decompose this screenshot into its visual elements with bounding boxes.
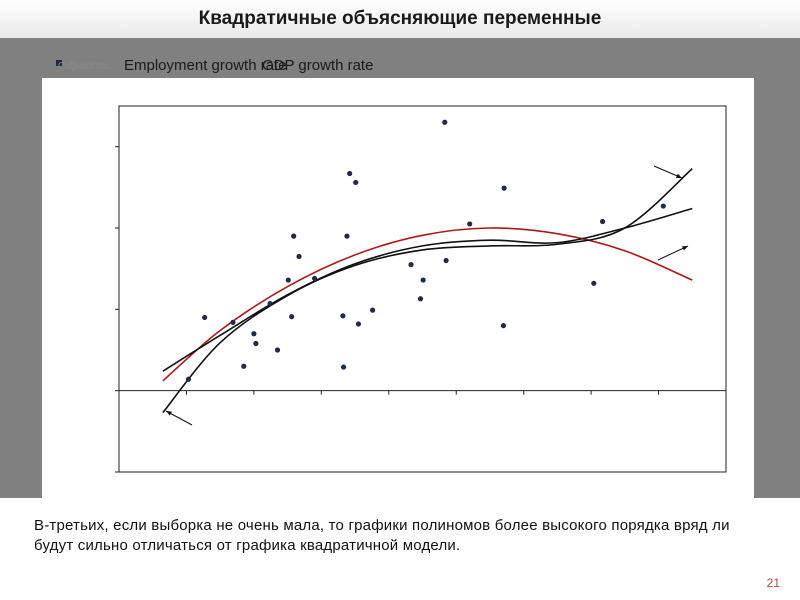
data-point: [289, 314, 295, 320]
data-point: [500, 323, 507, 329]
data-point: [253, 340, 259, 347]
page-number: 21: [766, 576, 780, 590]
data-point: [443, 257, 449, 264]
data-point: [344, 233, 350, 239]
data-point: [274, 347, 281, 353]
annotation-arrow-upper-head: [676, 173, 682, 178]
data-point: [591, 280, 597, 286]
legend-series-1: Employment growth rate: [124, 57, 287, 74]
data-point: [347, 170, 353, 177]
legend-small-label-2: Quadratic: [68, 61, 112, 72]
fit-curve-linear-type: [162, 207, 693, 372]
data-point: [202, 314, 208, 321]
title-bar: Квадратичные объясняющие переменные: [0, 0, 800, 39]
data-point: [369, 307, 376, 313]
data-point: [355, 321, 362, 327]
data-point: [353, 179, 359, 186]
data-point: [340, 313, 346, 319]
data-point: [340, 364, 347, 370]
annotation-arrow-left-head: [166, 411, 172, 416]
data-point: [599, 218, 606, 225]
data-point: [230, 319, 236, 325]
data-point: [241, 363, 247, 369]
chart-panel: [0, 38, 800, 518]
plot-frame: [118, 105, 727, 473]
scatter-chart: [115, 105, 727, 473]
data-point: [467, 221, 473, 227]
legend-marker: [56, 60, 62, 66]
fit-curve-quadratic: [162, 227, 693, 382]
data-point: [285, 277, 291, 283]
data-point: [185, 376, 192, 382]
legend-series-2: GDP growth rate: [262, 57, 374, 74]
data-point: [660, 203, 666, 209]
data-point: [311, 275, 318, 282]
legend-small-label-1: Cubic: [58, 61, 84, 72]
data-point: [442, 119, 448, 125]
data-point: [251, 331, 257, 337]
data-point: [420, 277, 426, 283]
body-text: В-третьих, если выборка не очень мала, т…: [34, 517, 730, 554]
data-point: [408, 262, 414, 268]
data-point: [501, 185, 507, 191]
data-point: [417, 296, 424, 302]
data-point: [267, 301, 273, 307]
slide-title: Квадратичные объясняющие переменные: [198, 8, 602, 29]
data-point: [296, 253, 302, 260]
chart-area: [42, 78, 754, 518]
fit-curve-higher-order: [162, 168, 693, 414]
data-point: [291, 233, 297, 239]
annotation-arrow-lower-head: [682, 246, 688, 251]
